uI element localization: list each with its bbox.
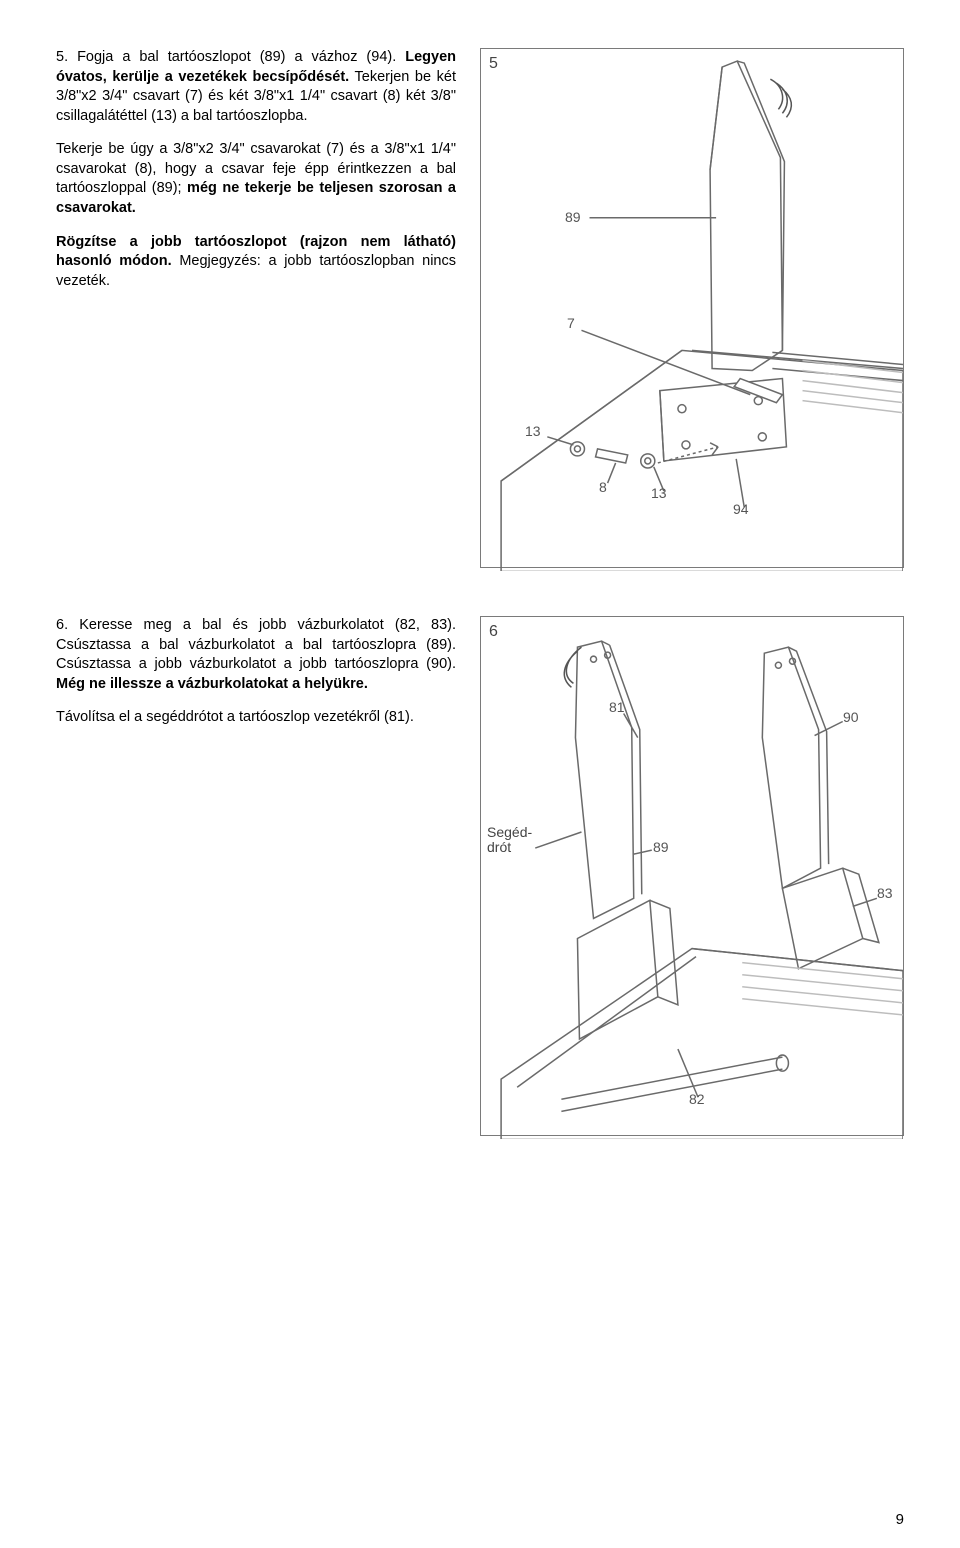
step-5-p1: 5. Fogja a bal tartóoszlopot (89) a vázh… [56, 48, 456, 126]
step-6-text: 6. Keresse meg a bal és jobb vázburkolat… [56, 616, 456, 1136]
figure-6-drawing [481, 617, 903, 1139]
fig5-label-7: 7 [567, 315, 575, 331]
step-5-p3: Rögzítse a jobb tartóoszlopot (rajzon ne… [56, 233, 456, 292]
fig6-label-90: 90 [843, 709, 859, 725]
fig5-label-8: 8 [599, 479, 607, 495]
page-number: 9 [896, 1511, 904, 1528]
step-6-p1a: 6. Keresse meg a bal és jobb vázburkolat… [56, 617, 456, 672]
figure-5-drawing [481, 49, 903, 571]
fig5-label-94: 94 [733, 501, 749, 517]
fig5-label-13b: 13 [651, 485, 667, 501]
fig5-label-13a: 13 [525, 423, 541, 439]
figure-6: 6 [480, 616, 904, 1136]
fig6-label-seged: Segéd- drót [487, 825, 532, 856]
step-5-p1a: 5. Fogja a bal tartóoszlopot (89) a vázh… [56, 49, 405, 65]
fig6-label-82: 82 [689, 1091, 705, 1107]
step-6-p1: 6. Keresse meg a bal és jobb vázburkolat… [56, 616, 456, 694]
step-6-row: 6. Keresse meg a bal és jobb vázburkolat… [56, 616, 904, 1136]
step-6-p1b: Még ne illessze a vázburkolatokat a hely… [56, 676, 368, 692]
fig6-label-83: 83 [877, 885, 893, 901]
fig5-label-89: 89 [565, 209, 581, 225]
step-5-p2: Tekerje be úgy a 3/8"x2 3/4" csavarokat … [56, 140, 456, 218]
fig6-label-81: 81 [609, 699, 625, 715]
fig6-label-89: 89 [653, 839, 669, 855]
step-5-text: 5. Fogja a bal tartóoszlopot (89) a vázh… [56, 48, 456, 568]
step-6-p2: Távolítsa el a segéddrótot a tartóoszlop… [56, 708, 456, 728]
figure-5: 5 [480, 48, 904, 568]
step-5-row: 5. Fogja a bal tartóoszlopot (89) a vázh… [56, 48, 904, 568]
